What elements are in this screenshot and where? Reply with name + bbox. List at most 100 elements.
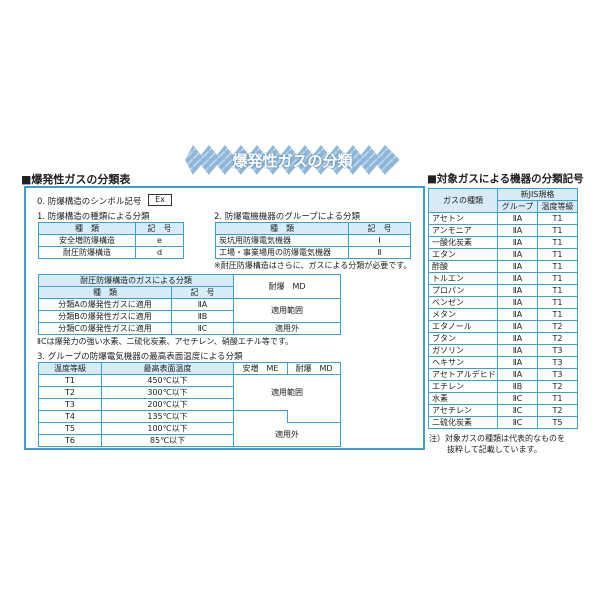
cell: メタン (428, 308, 498, 321)
table-row: 一酸化炭素 ⅡA T1 (428, 236, 578, 249)
table-row: 安全増防爆構造 e (38, 234, 184, 247)
cell: T1 (537, 224, 578, 237)
table-row: アセトアルデヒド ⅡA T3 (428, 368, 578, 381)
table-row: エタン ⅡA T1 (428, 248, 578, 261)
table-row: 工場・事業場用の防爆電気機器 Ⅱ (215, 246, 411, 259)
table-row: T6 85℃以下 (38, 434, 341, 447)
cell: T1 (537, 260, 578, 273)
table-row: エチレン ⅡB T2 (428, 380, 578, 393)
cell: T2 (537, 380, 578, 393)
cell: ⅡC (497, 392, 538, 405)
cell: ⅡA (497, 344, 538, 357)
cell: T5 (38, 422, 102, 435)
cell: T2 (537, 404, 578, 417)
table-row: アセトン ⅡA T1 (428, 212, 578, 225)
cell: アンモニア (428, 224, 498, 237)
cell: 一酸化炭素 (428, 236, 498, 249)
cell: アセトン (428, 212, 498, 225)
cell: 水素 (428, 392, 498, 405)
cell: ⅡA (497, 296, 538, 309)
cell: プロパン (428, 284, 498, 297)
cell: T1 (537, 296, 578, 309)
header-cell: 種 類 (38, 286, 172, 299)
table-row: アンモニア ⅡA T1 (428, 224, 578, 237)
table-row: ブタン ⅡA T2 (428, 332, 578, 345)
cell: 酢酸 (428, 260, 498, 273)
cell: 適用外 (233, 422, 341, 447)
header-cell: 種 類 (215, 222, 349, 235)
cell: ⅡA (497, 248, 538, 261)
cell: T1 (537, 284, 578, 297)
cell: ⅡA (497, 212, 538, 225)
table-row: ガソリン ⅡA T3 (428, 344, 578, 357)
cell: 分類Aの爆発性ガスに適用 (38, 298, 172, 311)
cell: ⅡB (170, 310, 235, 323)
header-cell: グループ (497, 200, 538, 213)
cell: ⅡC (170, 322, 235, 335)
header-cell: 耐爆 MD (233, 274, 341, 299)
cell: T1 (537, 248, 578, 261)
cell: T1 (537, 392, 578, 405)
cell: e (135, 234, 184, 247)
header-cell: 温度等級 (38, 362, 102, 375)
table-row: 酢酸 ⅡA T1 (428, 260, 578, 273)
cell: d (135, 246, 184, 259)
header-cell: 温度等級 (537, 200, 578, 213)
cell: ⅡC (497, 404, 538, 417)
cell: ⅡA (497, 308, 538, 321)
table-row: トルエン ⅡA T1 (428, 272, 578, 285)
classification-box (24, 186, 425, 450)
cell: 安全増防爆構造 (38, 234, 136, 247)
header-cell: 記 号 (348, 222, 411, 235)
sec2-table: 種 類記 号 炭坑用防爆電気機器 Ⅰ 工場・事業場用の防爆電気機器 Ⅱ (215, 222, 411, 259)
header-cell: 耐爆 MD (287, 362, 341, 375)
cell: アセチレン (428, 404, 498, 417)
cell: アセトアルデヒド (428, 368, 498, 381)
cell: 100℃以下 (101, 422, 234, 435)
cell: 450℃以下 (101, 374, 234, 387)
table-row: 炭坑用防爆電気機器 Ⅰ (215, 234, 411, 247)
cell: エタン (428, 248, 498, 261)
cell: 300℃以下 (101, 386, 234, 399)
table-row: 分類Cの爆発性ガスに適用 ⅡC 適用外 (38, 322, 341, 335)
cell: T1 (38, 374, 102, 387)
cell: T6 (38, 434, 102, 447)
table-row: 二硫化炭素 ⅡC T5 (428, 416, 578, 429)
table-row: ヘキサン ⅡA T3 (428, 356, 578, 369)
cell: T3 (537, 368, 578, 381)
cell: T3 (537, 344, 578, 357)
cell: Ⅰ (348, 234, 411, 247)
cell: ヘキサン (428, 356, 498, 369)
cell: ブタン (428, 332, 498, 345)
symbol-label: 0. 防爆構造のシンボル記号 (37, 197, 142, 207)
cell: T1 (537, 212, 578, 225)
gas-device-table: ガスの種類 新JIS規格 グループ 温度等級 アセトン ⅡA T1 アンモニア ⅡA T1 一酸… (428, 188, 578, 429)
header-cell: 安増 ME (233, 362, 288, 375)
cell: 炭坑用防爆電気機器 (215, 234, 349, 247)
cell: T3 (38, 398, 102, 411)
cell: ⅡA (497, 332, 538, 345)
cell: ⅡA (497, 272, 538, 285)
cell: T2 (38, 386, 102, 399)
cell: T3 (537, 356, 578, 369)
cell: 135℃以下 (101, 410, 234, 423)
cell: T2 (537, 332, 578, 345)
cell (287, 410, 341, 423)
temperature-table: 温度等級 最高表面温度 安増 ME 耐爆 MD T1 450℃以下 適用範囲 T2 300℃… (38, 362, 341, 447)
cell: 分類Cの爆発性ガスに適用 (38, 322, 172, 335)
cell: 85℃以下 (101, 434, 234, 447)
cell: 分類Bの爆発性ガスに適用 (38, 310, 172, 323)
right-note-line1: 注）対象ガスの種類は代表的なものを (429, 434, 565, 443)
banner-zigzag (185, 145, 400, 175)
cell: エタノール (428, 320, 498, 333)
cell: ⅡA (497, 356, 538, 369)
gas-note: ⅡCは爆発力の強い水素、二硫化炭素、アセチレン、硝酸エチル等です。 (37, 337, 294, 346)
table-row: アセチレン ⅡC T2 (428, 404, 578, 417)
cell: ⅡA (497, 368, 538, 381)
sec2-title: 2. 防爆電機機器のグループによる分類 (214, 212, 361, 222)
sec2-note: ※耐圧防爆構造はさらに、ガスによる分類が必要です。 (214, 261, 412, 270)
cell: エチレン (428, 380, 498, 393)
header-cell: 記 号 (170, 286, 235, 299)
cell: 200℃以下 (101, 398, 234, 411)
table-row: 耐圧防爆構造 d (38, 246, 184, 259)
